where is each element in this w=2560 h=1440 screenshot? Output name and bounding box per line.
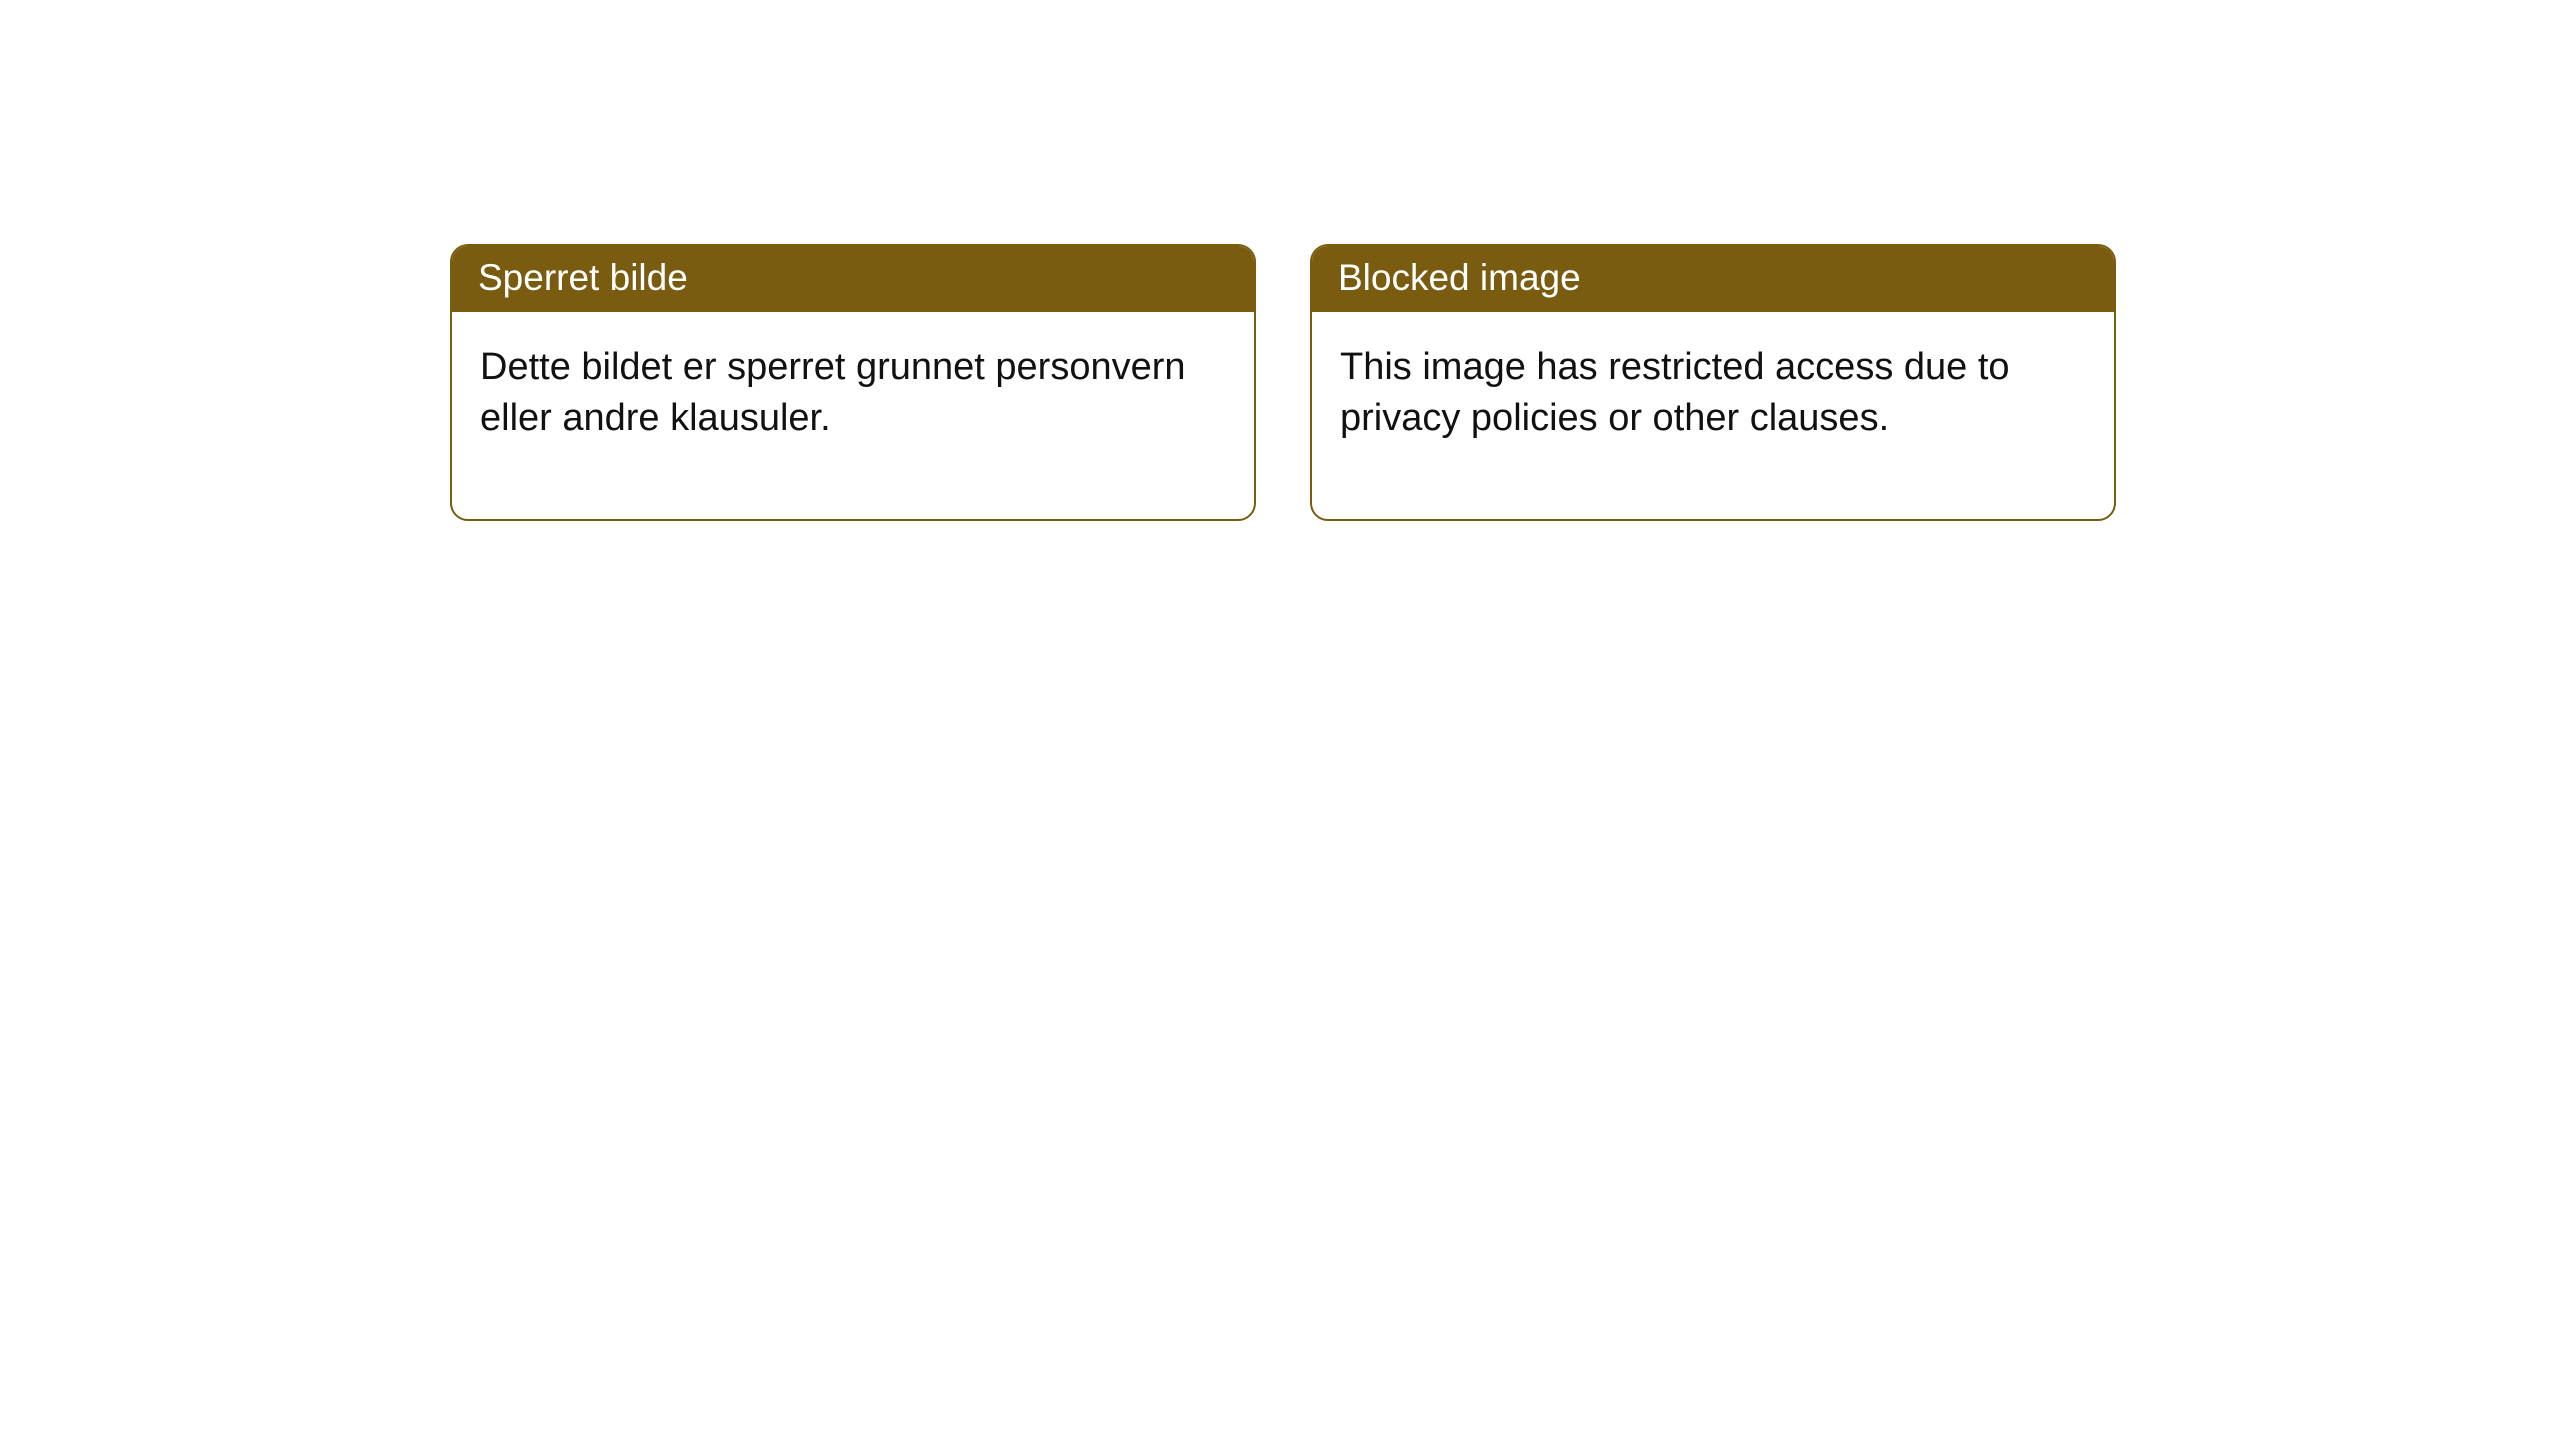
notice-title-no: Sperret bilde (452, 246, 1254, 312)
blocked-image-notice-no: Sperret bilde Dette bildet er sperret gr… (450, 244, 1256, 521)
notice-message-en: This image has restricted access due to … (1312, 312, 2114, 519)
notice-message-no: Dette bildet er sperret grunnet personve… (452, 312, 1254, 519)
notice-title-en: Blocked image (1312, 246, 2114, 312)
blocked-image-notice-en: Blocked image This image has restricted … (1310, 244, 2116, 521)
notice-container: Sperret bilde Dette bildet er sperret gr… (0, 0, 2560, 521)
